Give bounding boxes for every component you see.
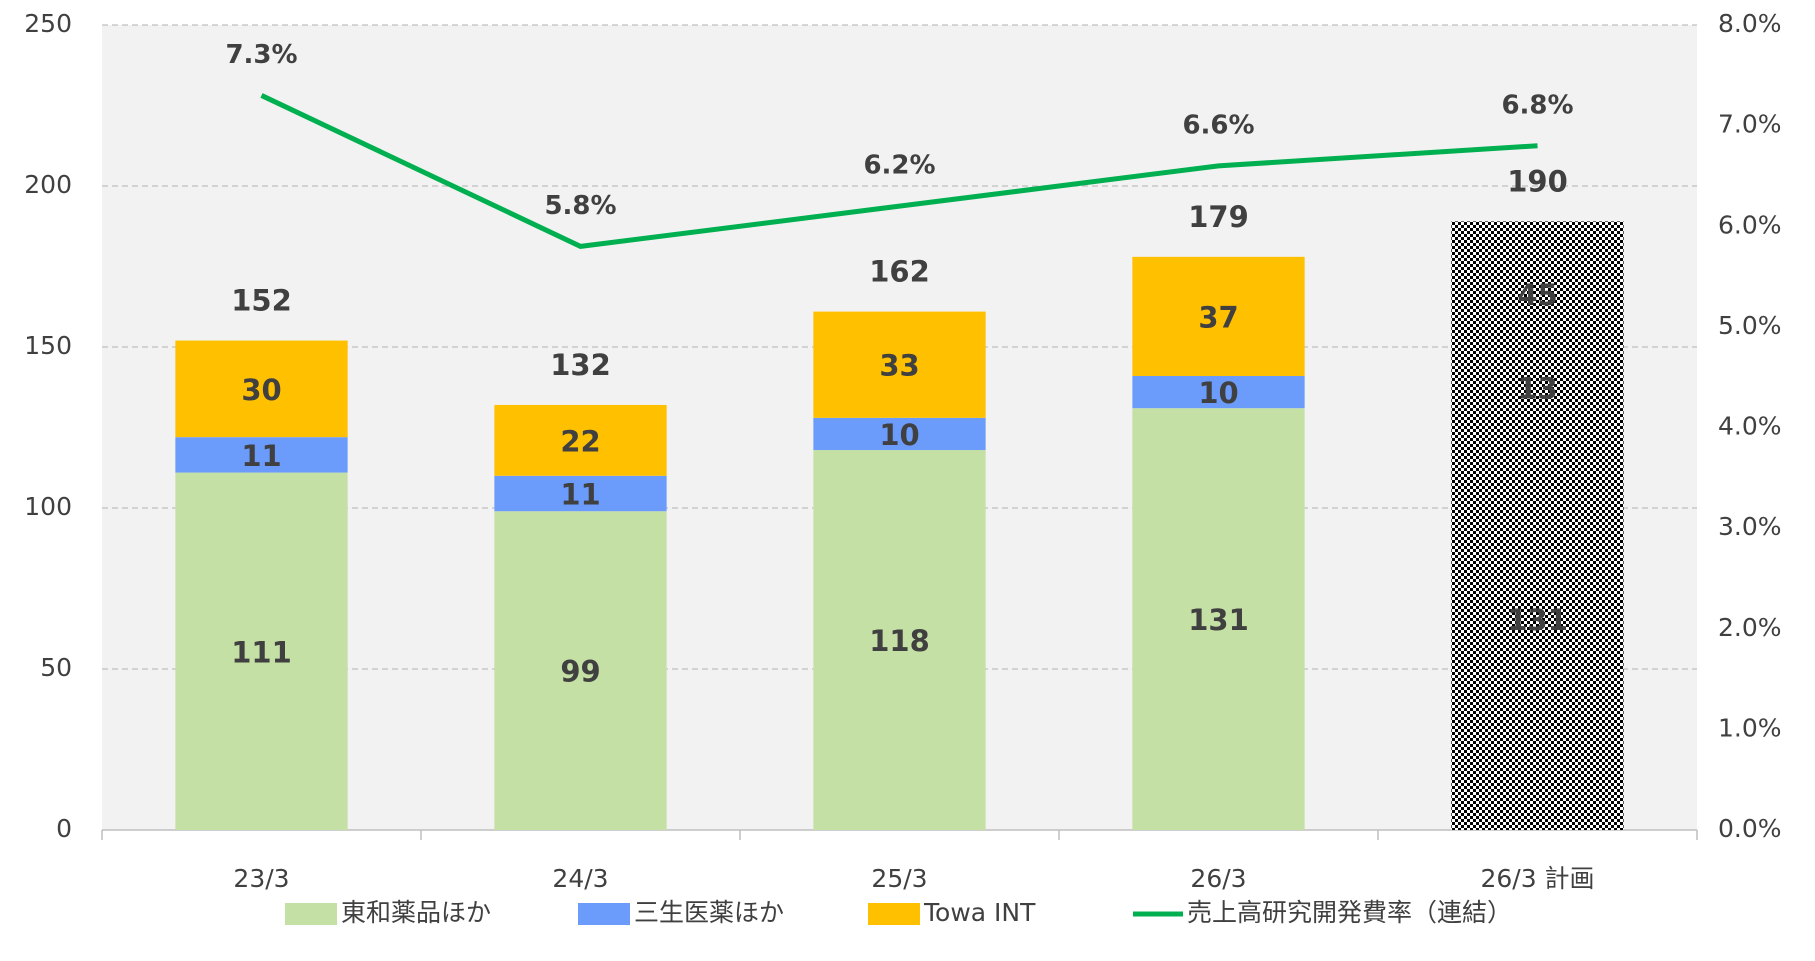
bar-segment <box>1132 375 1305 409</box>
x-tick-label: 23/3 <box>233 864 289 893</box>
total-label: 190 <box>1507 164 1568 198</box>
y-tick-label: 150 <box>24 331 72 360</box>
legend-label: 売上高研究開発費率（連結） <box>1187 898 1512 927</box>
bar-value-label: 131 <box>1507 603 1568 637</box>
bar-segment <box>1451 221 1624 367</box>
y2-tick-label: 7.0% <box>1718 110 1782 139</box>
total-label: 132 <box>550 348 611 382</box>
bar-segment <box>494 511 667 830</box>
y-tick-label: 100 <box>24 492 72 521</box>
line-value-label: 6.2% <box>863 151 935 181</box>
bar-segment <box>494 475 667 512</box>
y-tick-label: 50 <box>40 653 72 682</box>
bar-value-label: 118 <box>869 624 930 658</box>
legend-swatch <box>868 903 920 925</box>
line-value-label: 6.6% <box>1182 110 1254 140</box>
y-tick-label: 250 <box>24 9 72 38</box>
bar-value-label: 11 <box>560 478 600 512</box>
bar-segment <box>175 340 348 438</box>
bar-value-label: 37 <box>1198 300 1238 334</box>
line-value-label: 5.8% <box>544 191 616 221</box>
line-value-label: 6.8% <box>1501 90 1573 120</box>
y2-tick-label: 4.0% <box>1718 412 1782 441</box>
y-tick-label: 0 <box>56 814 72 843</box>
legend-swatch <box>285 903 337 925</box>
bar-segment <box>1451 366 1624 409</box>
bar-segment <box>1451 408 1624 830</box>
legend-label: Towa INT <box>923 898 1036 927</box>
y2-tick-label: 3.0% <box>1718 512 1782 541</box>
bar-segment <box>494 404 667 476</box>
bar-value-label: 131 <box>1188 603 1249 637</box>
line-value-label: 7.3% <box>225 40 297 70</box>
y2-tick-label: 6.0% <box>1718 210 1782 239</box>
y2-tick-label: 8.0% <box>1718 9 1782 38</box>
bar-segment <box>813 450 986 830</box>
total-label: 162 <box>869 255 930 289</box>
bar-segment <box>813 417 986 451</box>
y2-tick-label: 0.0% <box>1718 814 1782 843</box>
total-label: 152 <box>231 284 292 318</box>
legend-label: 東和薬品ほか <box>341 898 491 927</box>
total-label: 179 <box>1188 200 1249 234</box>
bar-segment <box>1132 408 1305 830</box>
y2-tick-label: 1.0% <box>1718 713 1782 742</box>
bar-value-label: 13 <box>1517 371 1557 405</box>
bar-segment <box>175 472 348 830</box>
legend-label: 三生医薬ほか <box>634 898 784 927</box>
bar-value-label: 99 <box>560 655 600 689</box>
y2-tick-label: 5.0% <box>1718 311 1782 340</box>
bar-value-label: 11 <box>241 439 281 473</box>
bar-segment <box>1132 256 1305 376</box>
x-tick-label: 24/3 <box>552 864 608 893</box>
bar-value-label: 33 <box>879 349 919 383</box>
bar-value-label: 111 <box>231 635 292 669</box>
x-tick-label: 25/3 <box>871 864 927 893</box>
line-series <box>260 93 1538 249</box>
bar-value-label: 30 <box>241 373 281 407</box>
y2-tick-label: 2.0% <box>1718 613 1782 642</box>
bar-value-label: 45 <box>1517 278 1557 312</box>
legend-swatch <box>578 903 630 925</box>
x-tick-label: 26/3 <box>1190 864 1246 893</box>
bar-value-label: 10 <box>1198 376 1238 410</box>
bar-segment <box>175 437 348 473</box>
bar-value-label: 10 <box>879 418 919 452</box>
x-tick-label: 26/3 計画 <box>1480 864 1594 893</box>
y-tick-label: 200 <box>24 170 72 199</box>
bar-value-label: 22 <box>560 424 600 458</box>
bar-segment <box>813 311 986 418</box>
